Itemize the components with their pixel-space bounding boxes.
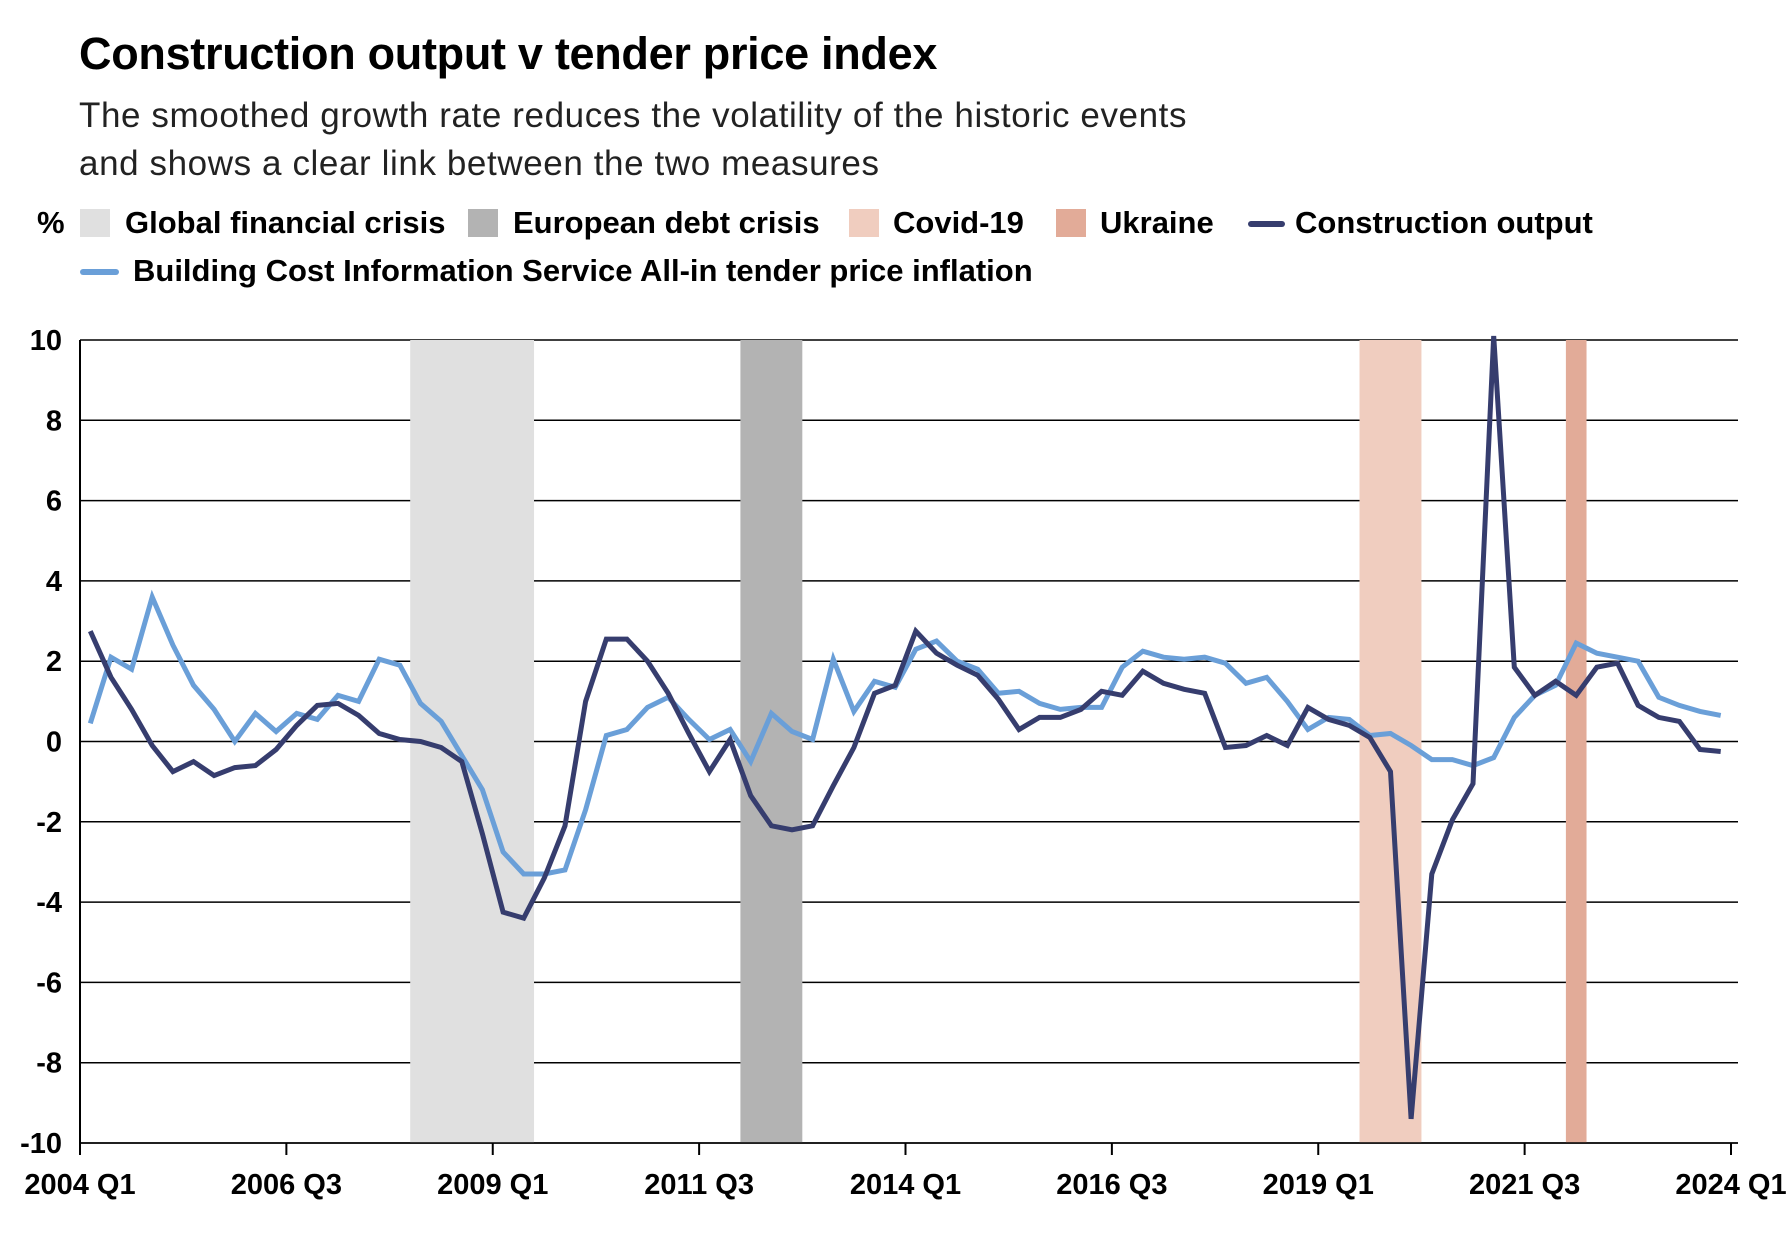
x-tick-label: 2004 Q1 (24, 1169, 135, 1201)
legend-swatch-ukraine (1056, 209, 1086, 237)
band-covid-19 (1359, 340, 1422, 1143)
y-unit-label: % (37, 205, 65, 240)
y-tick-label: -4 (36, 887, 62, 919)
series-line-tender-price (87, 589, 1722, 877)
legend-swatch-gfc (80, 209, 110, 237)
band-european-debt-crisis (740, 340, 803, 1143)
legend-label-covid: Covid-19 (893, 205, 1024, 240)
y-tick-label: 0 (46, 727, 62, 759)
legend-line-construction (1248, 221, 1285, 227)
x-tick-label: 2016 Q3 (1056, 1169, 1167, 1201)
y-tick-label: 4 (46, 566, 62, 598)
legend-swatch-covid (849, 209, 879, 237)
y-tick-label: -6 (36, 967, 62, 999)
chart-subtitle: The smoothed growth rate reduces the vol… (79, 92, 1479, 188)
x-tick-label: 2006 Q3 (231, 1169, 342, 1201)
y-tick-label: 6 (46, 486, 62, 518)
legend-label-tender: Building Cost Information Service All-in… (133, 253, 1033, 288)
x-tick-label: 2019 Q1 (1263, 1169, 1374, 1201)
x-tick-label: 2014 Q1 (850, 1169, 961, 1201)
legend-line-tender (80, 269, 119, 275)
x-tick-label: 2009 Q1 (437, 1169, 548, 1201)
band-global-financial-crisis (410, 340, 535, 1143)
legend-label-construction: Construction output (1295, 205, 1593, 240)
band-ukraine (1565, 340, 1587, 1143)
y-tick-label: 8 (46, 405, 62, 437)
x-tick-label: 2011 Q3 (644, 1169, 754, 1201)
legend-label-ukraine: Ukraine (1100, 205, 1214, 240)
y-tick-label: -8 (36, 1048, 62, 1080)
chart-title: Construction output v tender price index (79, 28, 938, 79)
legend-label-gfc: Global financial crisis (125, 205, 446, 240)
y-tick-label: -10 (20, 1128, 62, 1160)
x-tick-label: 2021 Q3 (1469, 1169, 1580, 1201)
subtitle-line: and shows a clear link between the two m… (79, 144, 880, 183)
x-tick-label: 2024 Q1 (1675, 1169, 1786, 1201)
y-tick-label: -2 (36, 807, 62, 839)
y-tick-label: 2 (46, 646, 62, 678)
y-tick-label: 10 (30, 325, 62, 357)
subtitle-line: The smoothed growth rate reduces the vol… (79, 96, 1188, 135)
legend-swatch-euro (468, 209, 498, 237)
legend-label-euro: European debt crisis (513, 205, 820, 240)
series-line-construction-output (88, 335, 1721, 1120)
